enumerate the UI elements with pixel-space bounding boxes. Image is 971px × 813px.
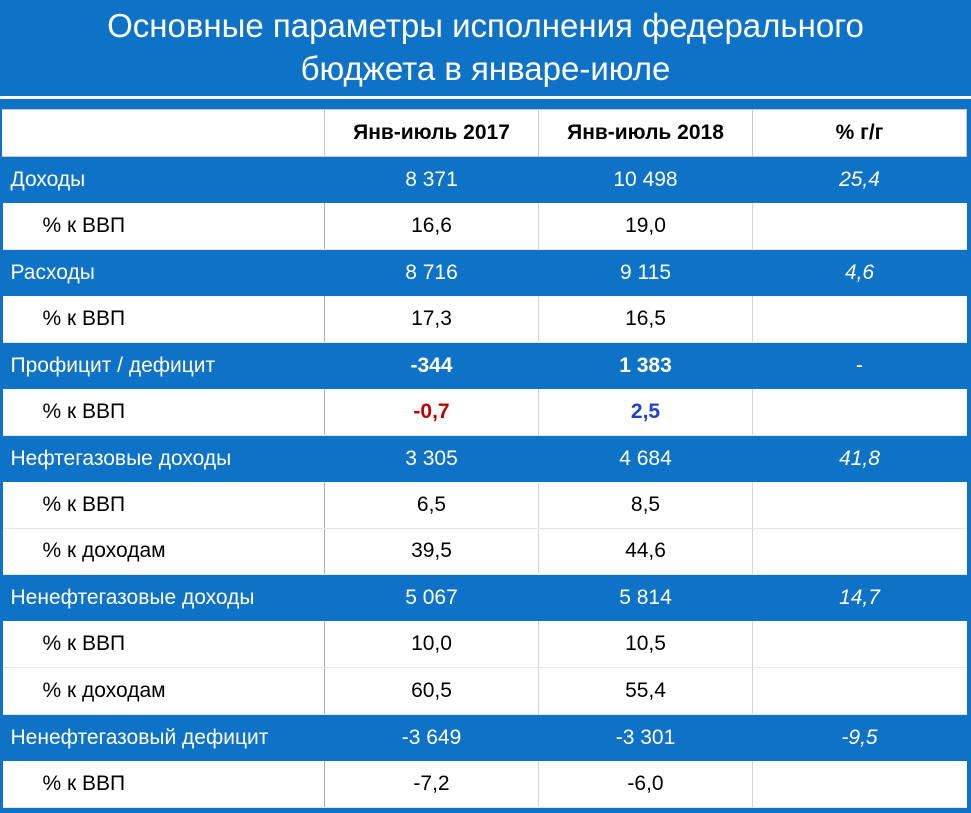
table-row: Расходы 8 716 9 115 4,6 bbox=[2, 249, 967, 296]
table-row: Ненефтегазовые доходы 5 067 5 814 14,7 bbox=[2, 574, 967, 621]
value-2018: 8,5 bbox=[538, 481, 753, 529]
row-label: % к ВВП bbox=[2, 760, 325, 808]
value-2018: 2,5 bbox=[538, 388, 753, 436]
value-yoy bbox=[752, 667, 967, 715]
table-row: % к ВВП -0,7 2,5 bbox=[2, 388, 967, 436]
table-row: Нефтегазовые доходы 3 305 4 684 41,8 bbox=[2, 435, 967, 482]
table-row: % к ВВП 10,0 10,5 bbox=[2, 621, 967, 668]
budget-table: Янв-июль 2017 Янв-июль 2018 % г/г Доходы… bbox=[2, 109, 967, 808]
title-line-1: Основные параметры исполнения федерально… bbox=[107, 7, 864, 44]
table-header-row: Янв-июль 2017 Янв-июль 2018 % г/г bbox=[2, 109, 967, 157]
row-label: % к ВВП bbox=[2, 621, 325, 668]
value-2018: 10,5 bbox=[538, 621, 753, 668]
header-2018: Янв-июль 2018 bbox=[538, 109, 753, 157]
row-label: % к ВВП bbox=[2, 202, 325, 250]
value-2018: 9 115 bbox=[538, 249, 753, 296]
table-row: Ненефтегазовый дефицит -3 649 -3 301 -9,… bbox=[2, 714, 967, 761]
row-label: Профицит / дефицит bbox=[2, 342, 325, 389]
value-2017: 60,5 bbox=[324, 667, 539, 715]
value-2018: -6,0 bbox=[538, 760, 753, 808]
table-row: Профицит / дефицит -344 1 383 - bbox=[2, 342, 967, 389]
value-yoy bbox=[752, 621, 967, 668]
value-yoy bbox=[752, 528, 967, 575]
value-2018: 1 383 bbox=[538, 342, 753, 389]
table-row: % к ВВП 17,3 16,5 bbox=[2, 295, 967, 343]
value-yoy: -9,5 bbox=[752, 714, 967, 761]
table-row: % к доходам 39,5 44,6 bbox=[2, 528, 967, 575]
value-2017: 8 716 bbox=[324, 249, 539, 296]
table-row: % к ВВП 6,5 8,5 bbox=[2, 481, 967, 529]
value-2018: -3 301 bbox=[538, 714, 753, 761]
value-2018: 4 684 bbox=[538, 435, 753, 482]
value-2017: -3 649 bbox=[324, 714, 539, 761]
value-2017: -344 bbox=[324, 342, 539, 389]
row-label: % к ВВП bbox=[2, 295, 325, 343]
value-2017: 6,5 bbox=[324, 481, 539, 529]
title-line-2: бюджета в январе-июле bbox=[300, 50, 671, 87]
value-2017: 39,5 bbox=[324, 528, 539, 575]
value-yoy: 14,7 bbox=[752, 574, 967, 621]
table-row: % к ВВП -7,2 -6,0 bbox=[2, 760, 967, 808]
table-row: % к доходам 60,5 55,4 bbox=[2, 667, 967, 715]
value-2018: 16,5 bbox=[538, 295, 753, 343]
row-label: % к ВВП bbox=[2, 388, 325, 436]
value-yoy: 25,4 bbox=[752, 156, 967, 203]
row-label: % к доходам bbox=[2, 528, 325, 575]
page-title: Основные параметры исполнения федерально… bbox=[0, 0, 971, 96]
value-2017: -7,2 bbox=[324, 760, 539, 808]
value-2018: 5 814 bbox=[538, 574, 753, 621]
row-label: Доходы bbox=[2, 156, 325, 203]
value-yoy: 4,6 bbox=[752, 249, 967, 296]
row-label: Нефтегазовые доходы bbox=[2, 435, 325, 482]
value-yoy bbox=[752, 295, 967, 343]
title-separator bbox=[0, 96, 971, 99]
value-2017: 5 067 bbox=[324, 574, 539, 621]
header-2017: Янв-июль 2017 bbox=[324, 109, 539, 157]
value-2017: -0,7 bbox=[324, 388, 539, 436]
header-yoy: % г/г bbox=[752, 109, 967, 157]
value-2018: 10 498 bbox=[538, 156, 753, 203]
value-2017: 17,3 bbox=[324, 295, 539, 343]
value-yoy bbox=[752, 388, 967, 436]
table-row: Доходы 8 371 10 498 25,4 bbox=[2, 156, 967, 203]
table-row: % к ВВП 16,6 19,0 bbox=[2, 202, 967, 250]
value-2017: 10,0 bbox=[324, 621, 539, 668]
header-corner bbox=[2, 109, 325, 157]
value-yoy bbox=[752, 760, 967, 808]
value-2017: 3 305 bbox=[324, 435, 539, 482]
row-label: % к ВВП bbox=[2, 481, 325, 529]
value-2018: 19,0 bbox=[538, 202, 753, 250]
row-label: Ненефтегазовый дефицит bbox=[2, 714, 325, 761]
value-2018: 44,6 bbox=[538, 528, 753, 575]
row-label: % к доходам bbox=[2, 667, 325, 715]
value-2017: 8 371 bbox=[324, 156, 539, 203]
value-yoy bbox=[752, 481, 967, 529]
value-yoy: - bbox=[752, 342, 967, 389]
value-yoy bbox=[752, 202, 967, 250]
value-2017: 16,6 bbox=[324, 202, 539, 250]
row-label: Ненефтегазовые доходы bbox=[2, 574, 325, 621]
value-yoy: 41,8 bbox=[752, 435, 967, 482]
row-label: Расходы bbox=[2, 249, 325, 296]
value-2018: 55,4 bbox=[538, 667, 753, 715]
